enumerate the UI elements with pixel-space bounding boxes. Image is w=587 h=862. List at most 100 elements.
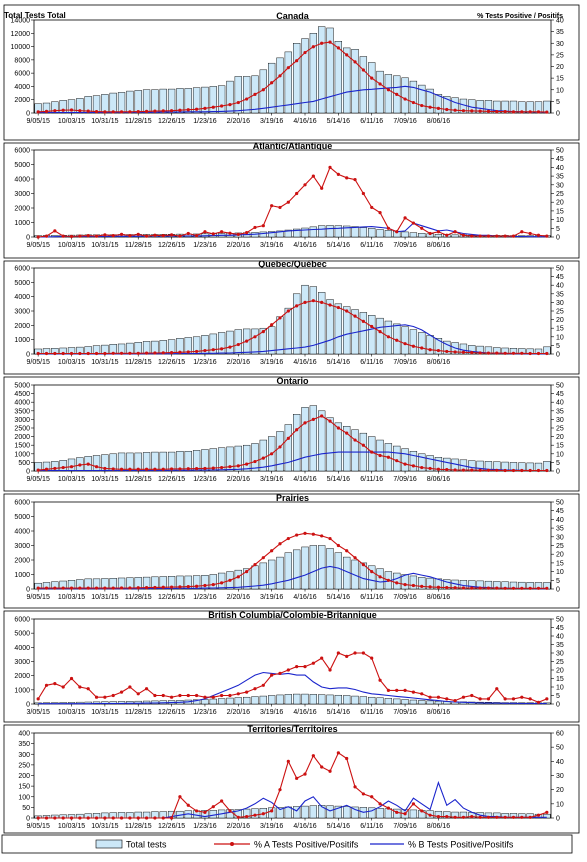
panel-1: Atlantic/Atlantique 0 1000 2000 3000 4000 5000…	[3, 141, 580, 259]
bar	[242, 696, 251, 705]
series-a-point	[436, 348, 441, 353]
series-a-point	[153, 585, 157, 590]
x-tick-label: 10/31/15	[91, 242, 118, 249]
bar	[301, 546, 309, 590]
y-tick-label: 1000	[14, 687, 30, 694]
y2-tick-label: 10	[556, 801, 564, 808]
series-a-point	[353, 556, 357, 560]
series-a-point	[44, 351, 49, 356]
series-a-point	[436, 585, 441, 589]
bar	[418, 453, 426, 472]
y2-tick-label: 15	[556, 560, 564, 567]
y-tick-label: 6000	[14, 500, 30, 507]
series-a-point	[178, 795, 182, 799]
bar	[343, 47, 351, 114]
series-a-point	[69, 816, 74, 820]
series-a-point	[61, 816, 65, 820]
series-a-point	[545, 586, 549, 590]
bar	[359, 56, 368, 114]
bar	[309, 286, 317, 355]
series-a-point	[61, 685, 65, 689]
bar	[142, 89, 151, 114]
bar	[326, 805, 334, 819]
series-a-point	[211, 348, 215, 352]
series-a-point	[161, 693, 165, 698]
series-a-point	[320, 765, 324, 769]
x-tick-label: 11/28/15	[125, 823, 152, 830]
series-a-point	[361, 651, 365, 655]
series-a-point	[428, 695, 432, 699]
series-a-point	[511, 351, 516, 355]
series-a-point	[478, 586, 482, 590]
series-a-point	[370, 205, 374, 210]
plot-area	[33, 732, 552, 819]
y-tick-label: 400	[18, 731, 30, 738]
bar	[384, 74, 393, 114]
series-a-point	[461, 468, 466, 472]
y2-tick-label: 30	[556, 651, 564, 658]
bar	[242, 76, 251, 114]
panel-frame	[3, 724, 580, 834]
series-a-point	[53, 586, 57, 590]
y2-tick-label: 35	[556, 291, 564, 298]
bar	[101, 94, 109, 114]
x-tick-label: 8/06/16	[427, 709, 450, 716]
series-a-point	[195, 693, 199, 698]
bar	[217, 85, 226, 114]
series-a-point	[445, 233, 449, 237]
series-a-point	[428, 585, 432, 589]
series-a-point	[461, 586, 466, 590]
x-tick-label: 9/05/15	[26, 242, 49, 249]
series-a-point	[436, 814, 441, 819]
series-a-point	[111, 351, 115, 355]
series-a-point	[445, 586, 449, 590]
series-a-point	[495, 468, 499, 472]
bar	[268, 695, 276, 705]
y-tick-label: 500	[18, 460, 30, 467]
bar	[376, 697, 384, 705]
x-tick-label: 11/28/15	[125, 476, 152, 483]
panel-0: Canada 0 2000 4000 6000 8000 10000 12000 14000 0 5…	[3, 4, 580, 141]
bar	[209, 448, 217, 472]
series-a-point	[461, 233, 466, 237]
panel-4: Prairies01000200030004000500060000510152…	[3, 493, 580, 609]
series-a-point	[286, 200, 290, 204]
series-a-point	[86, 586, 90, 590]
series-a-point	[119, 467, 124, 471]
series-a-point	[303, 50, 307, 55]
x-tick-label: 5/14/16	[327, 594, 350, 601]
series-a-point	[119, 816, 124, 820]
series-a-point	[386, 688, 390, 693]
y-tick-label: 0	[26, 111, 30, 118]
x-tick-label: 11/28/15	[125, 242, 152, 249]
series-a-point	[536, 351, 541, 356]
series-a-point	[261, 330, 265, 334]
y2-tick-label: 35	[556, 642, 564, 649]
y-tick-label: 200	[18, 773, 30, 780]
bar	[301, 284, 309, 355]
x-tick-label: 5/14/16	[327, 242, 350, 249]
bar	[251, 808, 259, 819]
series-b-line	[38, 451, 547, 472]
bar	[359, 312, 368, 355]
series-a-point	[345, 756, 349, 761]
panel-frame	[3, 376, 580, 492]
series-a-point	[278, 671, 282, 676]
series-a-point	[386, 335, 390, 339]
x-tick-label: 7/09/16	[393, 823, 416, 830]
y-tick-label: 4000	[14, 645, 30, 652]
bar	[343, 225, 351, 238]
y2-tick-label: 60	[556, 731, 564, 738]
x-tick-label: 7/09/16	[393, 476, 416, 483]
bar	[234, 697, 242, 705]
series-a-point	[470, 234, 474, 238]
series-a-point	[311, 299, 315, 303]
series-a-point	[361, 191, 365, 196]
series-a-point	[395, 581, 399, 585]
x-tick-label: 4/16/16	[293, 594, 316, 601]
series-a-point	[53, 816, 57, 820]
bar	[309, 545, 317, 590]
series-a-point	[395, 230, 399, 234]
x-tick-label: 4/16/16	[293, 118, 316, 125]
y-tick-label: 5000	[14, 280, 30, 287]
